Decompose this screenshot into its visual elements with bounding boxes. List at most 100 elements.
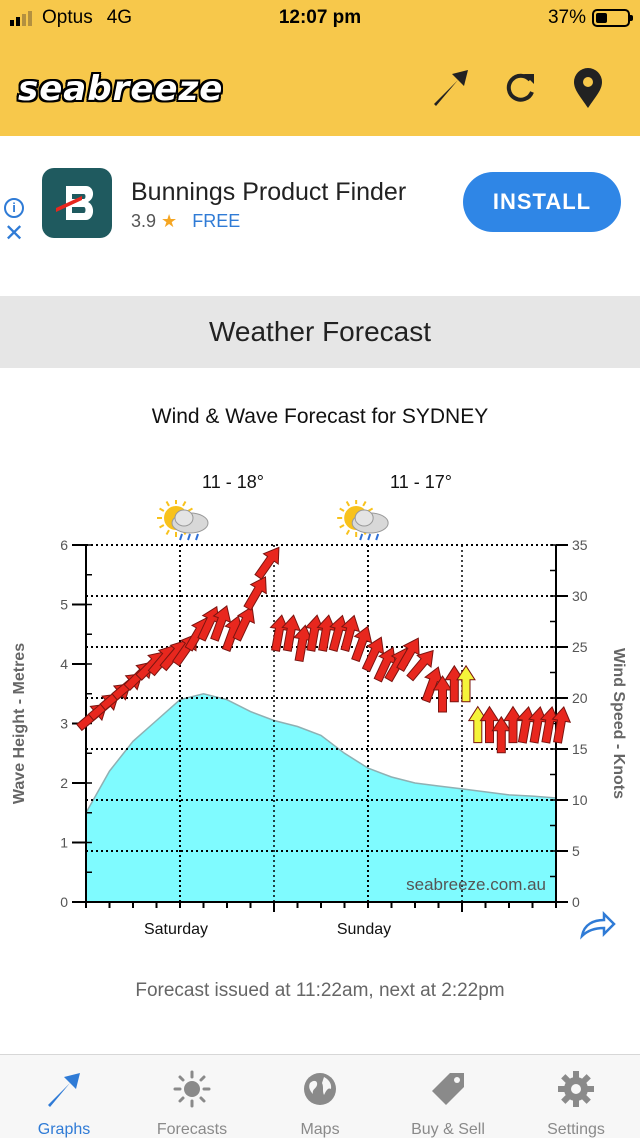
wind-arrow <box>254 546 280 580</box>
battery-percent: 37% <box>547 7 586 28</box>
cloud <box>354 509 374 527</box>
signal-strength-icon <box>10 10 32 26</box>
sun-cloud-rain-icon <box>337 500 389 541</box>
y-left-tick-label: 6 <box>60 537 68 553</box>
sun-ray <box>345 501 351 507</box>
y-right-axis-label: Wind Speed - Knots <box>610 648 627 799</box>
y-left-tick-label: 2 <box>60 775 68 791</box>
share-icon <box>580 910 616 940</box>
tab-maps[interactable]: Maps <box>256 1055 384 1138</box>
sun-ray <box>339 507 345 512</box>
y-left-tick-label: 0 <box>60 894 68 910</box>
x-day-label: Saturday <box>144 921 208 938</box>
y-left-tick-label: 1 <box>60 835 68 851</box>
ad-rating: 3.9 ★ FREE <box>131 211 240 232</box>
tab-graphs[interactable]: Graphs <box>0 1055 128 1138</box>
wind-arrow <box>491 715 512 754</box>
sun-cloud-rain-icon <box>157 500 209 541</box>
seabreeze-logo[interactable]: seabreeze <box>18 69 224 109</box>
sun-ray <box>367 507 374 512</box>
sun-ray <box>165 501 170 507</box>
arrow-icon <box>44 1069 84 1109</box>
gear-icon <box>556 1069 596 1109</box>
wind-arrow <box>456 664 476 703</box>
carrier-info: Optus 4G <box>10 7 132 29</box>
wind-arrow <box>243 576 267 611</box>
rain-drop <box>359 533 364 541</box>
network-type: 4G <box>106 7 133 28</box>
refresh-icon[interactable] <box>498 66 542 110</box>
ad-app-name[interactable]: Bunnings Product Finder <box>131 178 407 206</box>
rain-drop <box>367 533 372 541</box>
info-icon[interactable]: i <box>4 198 24 218</box>
y-right-tick-label: 15 <box>572 741 588 757</box>
ad-banner[interactable]: i ✕ Bunnings Product Finder 3.9 ★ FREE I… <box>0 136 640 296</box>
day-temp-sunday: 11 - 17° <box>390 472 452 492</box>
star-icon: ★ <box>161 211 178 231</box>
cloud <box>174 509 194 527</box>
wind-arrow <box>467 705 488 744</box>
app-header: seabreeze <box>0 36 640 136</box>
day-temp-saturday: 11 - 18° <box>202 472 264 492</box>
tab-label: Maps <box>300 1121 340 1138</box>
chart-watermark: seabreeze.com.au <box>406 875 546 894</box>
y-right-tick-label: 10 <box>572 792 588 808</box>
y-left-tick-label: 5 <box>60 597 68 613</box>
wind-arrow <box>396 637 420 673</box>
sun-icon <box>172 1069 212 1109</box>
y-left-tick-label: 4 <box>60 656 68 672</box>
rain-drop <box>179 533 183 541</box>
wind-arrow <box>210 605 232 642</box>
y-left-tick-label: 3 <box>60 716 68 732</box>
globe-icon <box>300 1069 340 1109</box>
install-button[interactable]: INSTALL <box>463 172 621 232</box>
y-right-tick-label: 35 <box>572 537 588 553</box>
sun-ray <box>182 501 187 507</box>
sun-ray <box>165 529 170 535</box>
wind-arrow <box>551 706 572 744</box>
app-icon[interactable] <box>42 168 112 238</box>
section-title: Weather Forecast <box>0 296 640 368</box>
wind-arrow <box>406 649 434 682</box>
rain-drop <box>195 533 199 541</box>
rain-drop <box>375 533 380 541</box>
wind-arrow <box>232 605 255 642</box>
rain-drop <box>187 533 191 541</box>
close-icon[interactable]: ✕ <box>4 220 25 247</box>
tab-label: Forecasts <box>156 1121 228 1138</box>
forecast-issued-text: Forecast issued at 11:22am, next at 2:22… <box>135 980 505 1001</box>
battery-icon <box>592 9 633 27</box>
sun-ray <box>187 507 193 512</box>
carrier-name: Optus <box>42 7 93 28</box>
tab-settings[interactable]: Settings <box>512 1055 640 1138</box>
wind-arrow <box>281 614 301 652</box>
tab-forecasts[interactable]: Forecasts <box>128 1055 256 1138</box>
tab-label: Buy & Sell <box>411 1121 485 1138</box>
tag-icon <box>428 1069 468 1109</box>
arrow-icon[interactable] <box>428 66 472 110</box>
tab-bar: Graphs Forecasts Maps Buy & Sell Setting… <box>0 1054 640 1138</box>
y-right-tick-label: 5 <box>572 843 580 859</box>
wind-arrow <box>479 705 500 744</box>
y-left-axis-label: Wave Height - Metres <box>11 643 28 804</box>
ad-price: FREE <box>192 211 241 231</box>
rating-value: 3.9 <box>131 211 157 231</box>
y-right-tick-label: 25 <box>572 639 588 655</box>
tab-buy-sell[interactable]: Buy & Sell <box>384 1055 512 1138</box>
battery-status: 37% <box>547 7 633 29</box>
wind-arrow <box>351 625 373 663</box>
y-right-tick-label: 30 <box>572 588 588 604</box>
wind-arrow <box>503 705 523 744</box>
wave-height-area <box>85 693 557 903</box>
sun-ray <box>159 507 165 512</box>
status-bar: Optus 4G 12:07 pm 37% <box>0 0 640 36</box>
sun-ray <box>362 501 367 507</box>
wind-wave-chart: 0 1 2 3 4 5 6 0 5 10 15 20 25 30 35 Wave Height - Metre… <box>11 500 627 940</box>
tab-label: Settings <box>547 1121 605 1138</box>
location-pin-icon[interactable] <box>566 66 610 110</box>
sun-ray <box>339 524 345 529</box>
tab-label: Graphs <box>37 1121 91 1138</box>
x-day-label: Sunday <box>337 921 391 938</box>
wind-arrow <box>340 614 361 652</box>
y-right-tick-label: 20 <box>572 690 588 706</box>
